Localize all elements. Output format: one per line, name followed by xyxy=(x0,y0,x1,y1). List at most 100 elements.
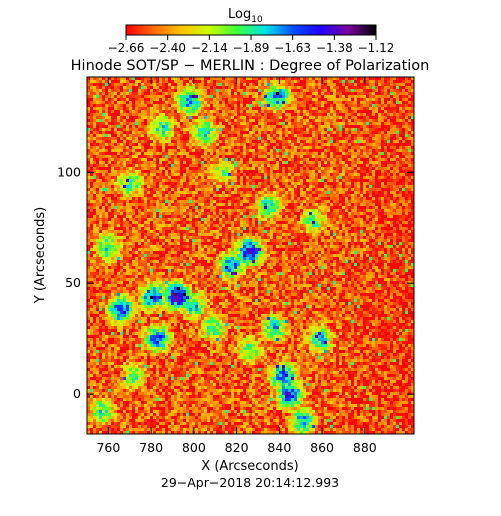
heatmap-cell xyxy=(210,92,213,95)
heatmap-cell xyxy=(150,161,153,164)
heatmap-cell xyxy=(129,206,132,209)
heatmap-cell xyxy=(159,152,162,155)
heatmap-cell xyxy=(396,209,399,212)
heatmap-cell xyxy=(261,194,264,197)
heatmap-cell xyxy=(111,176,114,179)
heatmap-cell xyxy=(243,179,246,182)
heatmap-cell xyxy=(363,98,366,101)
heatmap-cell xyxy=(108,89,111,92)
heatmap-cell xyxy=(192,212,195,215)
heatmap-cell xyxy=(348,86,351,89)
heatmap-cell xyxy=(201,149,204,152)
heatmap-cell xyxy=(342,182,345,185)
heatmap-cell xyxy=(159,80,162,83)
heatmap-cell xyxy=(141,158,144,161)
heatmap-cell xyxy=(408,116,411,119)
heatmap-cell xyxy=(207,176,210,179)
heatmap-cell xyxy=(198,134,201,137)
heatmap-cell xyxy=(198,212,201,215)
heatmap-cell xyxy=(402,188,405,191)
heatmap-cell xyxy=(267,101,270,104)
heatmap-cell xyxy=(186,92,189,95)
heatmap-cell xyxy=(132,152,135,155)
heatmap-cell xyxy=(189,89,192,92)
heatmap-cell xyxy=(300,110,303,113)
heatmap-cell xyxy=(126,149,129,152)
heatmap-cell xyxy=(306,209,309,212)
heatmap-cell xyxy=(336,86,339,89)
heatmap-cell xyxy=(171,122,174,125)
heatmap-cell xyxy=(111,125,114,128)
heatmap-cell xyxy=(174,161,177,164)
heatmap-cell xyxy=(150,131,153,134)
heatmap-cell xyxy=(252,200,255,203)
heatmap-cell xyxy=(327,89,330,92)
heatmap-cell xyxy=(225,89,228,92)
heatmap-cell xyxy=(243,173,246,176)
heatmap-cell xyxy=(126,197,129,200)
heatmap-cell xyxy=(108,110,111,113)
heatmap-cell xyxy=(276,176,279,179)
heatmap-cell xyxy=(117,176,120,179)
heatmap-cell xyxy=(174,155,177,158)
heatmap-cell xyxy=(138,170,141,173)
heatmap-cell xyxy=(279,107,282,110)
heatmap-cell xyxy=(393,128,396,131)
heatmap-cell xyxy=(165,203,168,206)
heatmap-cell xyxy=(138,107,141,110)
heatmap-cell xyxy=(240,173,243,176)
heatmap-cell xyxy=(150,209,153,212)
heatmap-cell xyxy=(384,98,387,101)
heatmap-cell xyxy=(108,173,111,176)
heatmap-cell xyxy=(270,95,273,98)
heatmap-cell xyxy=(300,185,303,188)
heatmap-cell xyxy=(366,125,369,128)
heatmap-cell xyxy=(117,194,120,197)
heatmap-cell xyxy=(339,161,342,164)
heatmap-cell xyxy=(255,197,258,200)
heatmap-cell xyxy=(216,200,219,203)
heatmap-cell xyxy=(213,170,216,173)
heatmap-cell xyxy=(228,164,231,167)
heatmap-cell xyxy=(135,188,138,191)
heatmap-cell xyxy=(297,197,300,200)
heatmap-cell xyxy=(108,119,111,122)
heatmap-cell xyxy=(297,80,300,83)
heatmap-cell xyxy=(273,146,276,149)
heatmap-cell xyxy=(222,182,225,185)
heatmap-cell xyxy=(369,125,372,128)
heatmap-cell xyxy=(300,140,303,143)
heatmap-cell xyxy=(105,89,108,92)
heatmap-cell xyxy=(363,101,366,104)
heatmap-cell xyxy=(210,104,213,107)
heatmap-cell xyxy=(204,206,207,209)
heatmap-cell xyxy=(201,164,204,167)
heatmap-cell xyxy=(210,125,213,128)
heatmap-cell xyxy=(111,149,114,152)
heatmap-cell xyxy=(300,206,303,209)
heatmap-cell xyxy=(327,155,330,158)
heatmap-cell xyxy=(174,209,177,212)
heatmap-cell xyxy=(402,137,405,140)
heatmap-cell xyxy=(216,131,219,134)
heatmap-cell xyxy=(156,164,159,167)
heatmap-cell xyxy=(111,104,114,107)
heatmap-cell xyxy=(168,89,171,92)
heatmap-cell xyxy=(327,131,330,134)
heatmap-cell xyxy=(402,191,405,194)
heatmap-cell xyxy=(372,86,375,89)
heatmap-cell xyxy=(183,125,186,128)
heatmap-cell xyxy=(228,152,231,155)
heatmap-cell xyxy=(408,143,411,146)
heatmap-cell xyxy=(93,146,96,149)
heatmap-cell xyxy=(273,92,276,95)
heatmap-cell xyxy=(402,89,405,92)
heatmap-cell xyxy=(405,155,408,158)
heatmap-cell xyxy=(384,146,387,149)
heatmap-cell xyxy=(288,206,291,209)
heatmap-cell xyxy=(141,170,144,173)
heatmap-cell xyxy=(282,170,285,173)
heatmap-cell xyxy=(168,134,171,137)
heatmap-cell xyxy=(279,164,282,167)
heatmap-cell xyxy=(342,104,345,107)
